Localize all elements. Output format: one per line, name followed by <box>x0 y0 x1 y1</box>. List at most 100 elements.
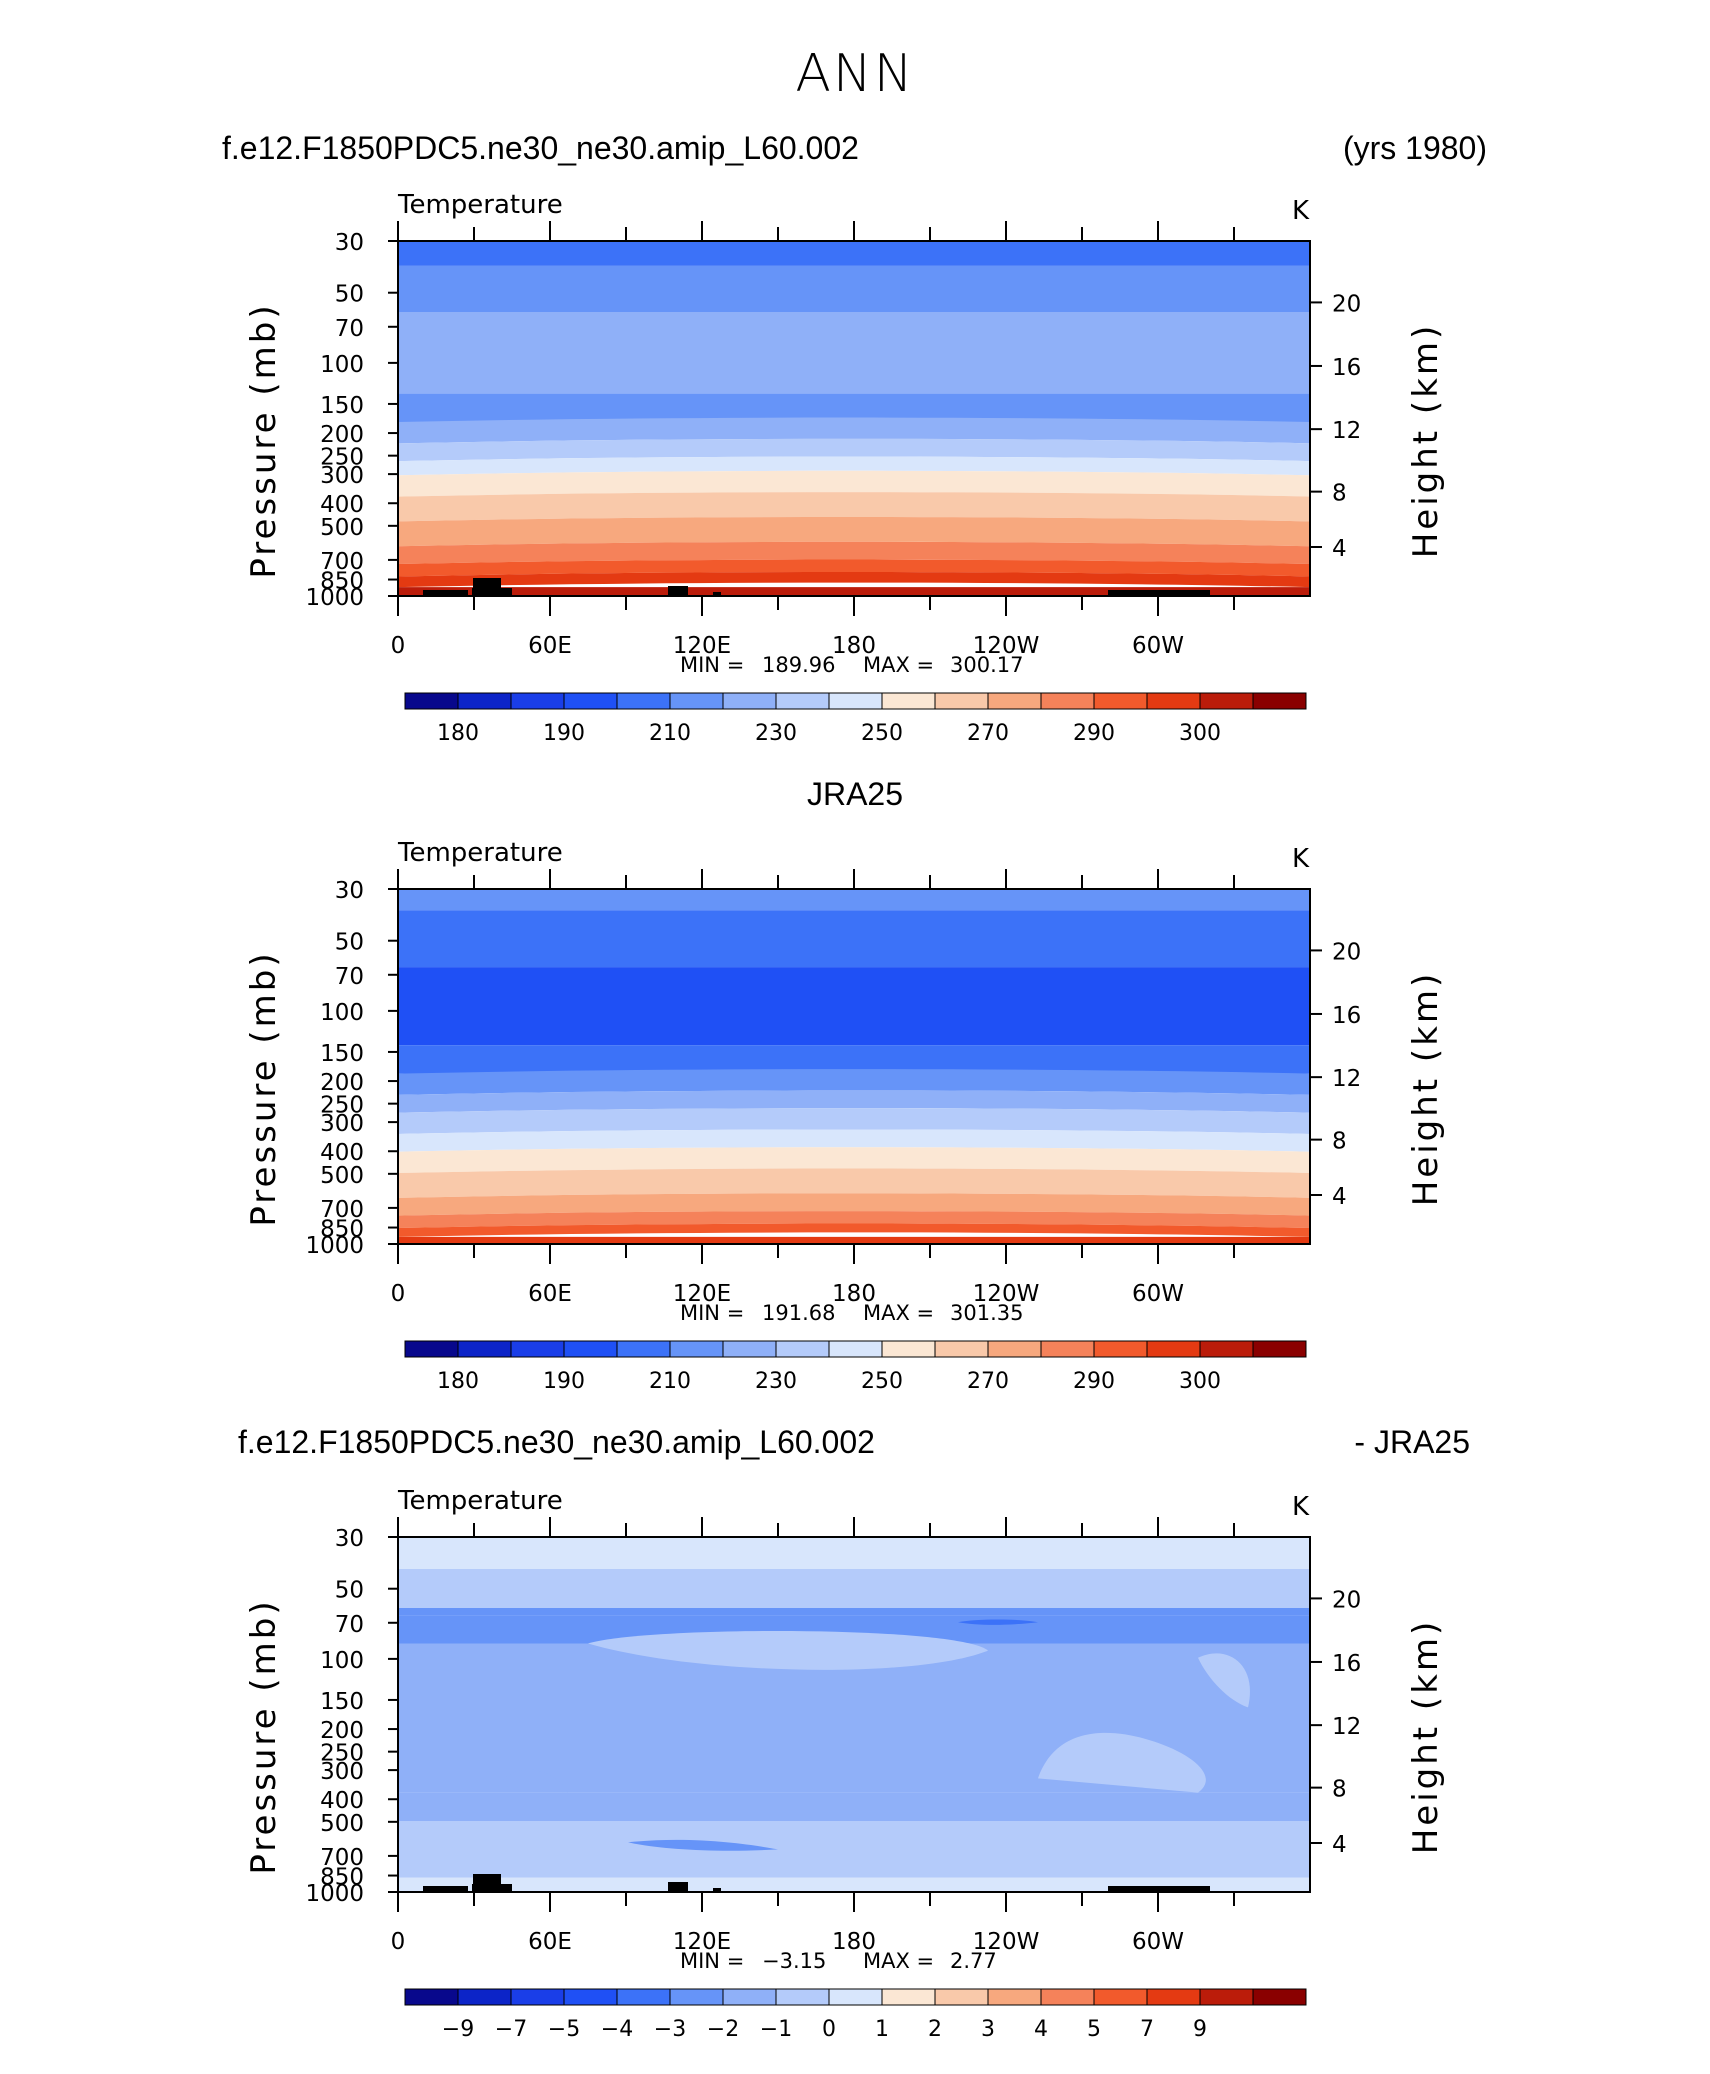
contour-band <box>398 1821 1310 1878</box>
y-axis-title: Pressure (mb) <box>244 950 284 1226</box>
y-tick-label: 150 <box>320 1041 364 1067</box>
colorbar-box <box>828 1988 883 2006</box>
x-tick-label: 120W <box>973 1929 1040 1955</box>
y-tick-label: 700 <box>320 549 364 575</box>
colorbar-box <box>563 692 618 710</box>
difference-patch <box>958 1619 1038 1625</box>
colorbar-label: −2 <box>707 2017 739 2042</box>
topography-mask <box>1108 1886 1178 1892</box>
colorbar-label: 250 <box>861 1369 903 1394</box>
y2-tick-label: 20 <box>1332 1587 1361 1613</box>
y2-tick-label: 4 <box>1332 536 1347 562</box>
y-tick-label: 300 <box>320 1759 364 1785</box>
topography-mask <box>668 1882 688 1892</box>
x-tick-label: 0 <box>391 1281 406 1307</box>
contour-band <box>398 889 1310 911</box>
y2-tick-label: 16 <box>1332 1651 1361 1677</box>
y-tick-label: 500 <box>320 1811 364 1837</box>
contour-band <box>398 1129 1310 1152</box>
colorbar-label: −9 <box>442 2017 474 2042</box>
x-tick-label: 0 <box>391 1929 406 1955</box>
y-tick-label: 400 <box>320 1140 364 1166</box>
topography-mask <box>423 590 468 596</box>
colorbar-box <box>1093 1988 1148 2006</box>
contour-band <box>398 1147 1310 1173</box>
x-tick-label: 180 <box>832 1929 876 1955</box>
colorbar-label: 290 <box>1073 1369 1115 1394</box>
y-tick-label: 200 <box>320 1070 364 1096</box>
contour-band <box>398 1223 1310 1237</box>
colorbar-box <box>775 1988 830 2006</box>
difference-patch <box>628 1839 778 1851</box>
y2-axis-title: Height (km) <box>1406 323 1446 559</box>
y-tick-label: 50 <box>335 282 364 308</box>
y-tick-label: 1000 <box>305 1881 364 1907</box>
x-tick-label: 60E <box>528 633 572 659</box>
colorbar-box <box>987 692 1042 710</box>
y-tick-label: 70 <box>335 1612 364 1638</box>
colorbar-box <box>934 692 989 710</box>
y2-tick-label: 8 <box>1332 1777 1347 1803</box>
topography-mask <box>668 586 688 596</box>
x-tick-label: 120E <box>673 1281 731 1307</box>
min-value: −3.15 <box>762 1949 826 1973</box>
colorbar-label: 210 <box>649 721 691 746</box>
y-tick-label: 70 <box>335 964 364 990</box>
colorbar-label: 1 <box>875 2017 889 2042</box>
years-header: (yrs 1980) <box>1342 130 1487 166</box>
y-tick-label: 50 <box>335 1578 364 1604</box>
colorbar-box <box>722 1988 777 2006</box>
y-tick-label: 250 <box>320 1093 364 1119</box>
colorbar-label: 230 <box>755 721 797 746</box>
contour-band <box>398 1090 1310 1113</box>
colorbar-label: 180 <box>437 721 479 746</box>
y-tick-label: 1000 <box>305 1233 364 1259</box>
min-label: MIN = <box>680 1949 744 1973</box>
colorbar-box <box>510 692 565 710</box>
difference-ref-header: - JRA25 <box>1354 1424 1470 1460</box>
units-label: K <box>1292 196 1310 226</box>
contour-band <box>398 470 1310 497</box>
colorbar-box <box>404 692 459 710</box>
x-tick-label: 120E <box>673 633 731 659</box>
y-axis-title: Pressure (mb) <box>244 302 284 578</box>
topography-mask <box>1166 590 1210 596</box>
colorbar-box <box>1252 692 1307 710</box>
y-tick-label: 500 <box>320 1163 364 1189</box>
plot-title: Temperature <box>397 838 563 868</box>
y-tick-label: 70 <box>335 316 364 342</box>
y-tick-label: 850 <box>320 1865 364 1891</box>
plot-title: Temperature <box>397 1486 563 1516</box>
units-label: K <box>1292 844 1310 874</box>
min-label: MIN = <box>680 1301 744 1325</box>
y2-tick-label: 12 <box>1332 1714 1361 1740</box>
x-tick-label: 120E <box>673 1929 731 1955</box>
colorbar-box <box>1199 692 1254 710</box>
colorbar-label: 4 <box>1034 2017 1048 2042</box>
colorbar-box <box>775 1340 830 1358</box>
y-tick-label: 700 <box>320 1845 364 1871</box>
colorbar-label: 0 <box>822 2017 836 2042</box>
colorbar-box <box>987 1988 1042 2006</box>
colorbar-label: 230 <box>755 1369 797 1394</box>
colorbar-box <box>987 1340 1042 1358</box>
colorbar-box <box>828 692 883 710</box>
colorbar-box <box>1093 692 1148 710</box>
x-tick-label: 180 <box>832 633 876 659</box>
y2-tick-label: 20 <box>1332 939 1361 965</box>
y-tick-label: 250 <box>320 445 364 471</box>
colorbar-box <box>1146 1340 1201 1358</box>
y-tick-label: 200 <box>320 422 364 448</box>
colorbar-box <box>404 1988 459 2006</box>
contour-band <box>398 967 1310 1046</box>
colorbar-box <box>1146 692 1201 710</box>
y2-tick-label: 20 <box>1332 291 1361 317</box>
contour-band <box>398 587 1310 596</box>
colorbar-label: 3 <box>981 2017 995 2042</box>
y-tick-label: 150 <box>320 1689 364 1715</box>
y-tick-label: 30 <box>335 230 364 256</box>
contour-band <box>398 571 1310 588</box>
contour-band <box>398 492 1310 522</box>
units-label: K <box>1292 1492 1310 1522</box>
y-tick-label: 100 <box>320 352 364 378</box>
